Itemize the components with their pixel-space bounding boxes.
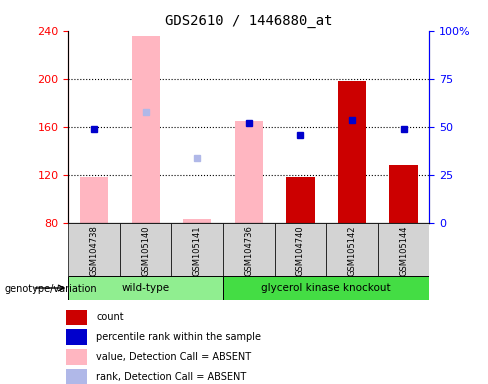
Bar bbox=[286, 177, 315, 223]
Bar bbox=[338, 81, 366, 223]
Bar bbox=[66, 369, 87, 384]
Bar bbox=[66, 310, 87, 325]
Bar bbox=[183, 219, 211, 223]
Text: GSM104736: GSM104736 bbox=[244, 225, 253, 276]
Text: count: count bbox=[96, 312, 123, 322]
Bar bbox=[132, 36, 160, 223]
Bar bbox=[66, 329, 87, 345]
Text: percentile rank within the sample: percentile rank within the sample bbox=[96, 332, 261, 342]
Text: GSM105142: GSM105142 bbox=[347, 225, 357, 276]
Bar bbox=[66, 349, 87, 365]
Text: GSM104738: GSM104738 bbox=[90, 225, 99, 276]
Text: GSM104740: GSM104740 bbox=[296, 225, 305, 276]
Bar bbox=[68, 223, 120, 276]
Text: GSM105141: GSM105141 bbox=[193, 225, 202, 276]
Bar bbox=[389, 165, 418, 223]
Text: rank, Detection Call = ABSENT: rank, Detection Call = ABSENT bbox=[96, 372, 246, 382]
Title: GDS2610 / 1446880_at: GDS2610 / 1446880_at bbox=[165, 14, 333, 28]
Bar bbox=[120, 223, 171, 276]
Bar bbox=[171, 223, 223, 276]
Bar bbox=[223, 276, 429, 300]
Text: genotype/variation: genotype/variation bbox=[5, 284, 98, 294]
Text: GSM105140: GSM105140 bbox=[141, 225, 150, 276]
Bar bbox=[235, 121, 263, 223]
Text: value, Detection Call = ABSENT: value, Detection Call = ABSENT bbox=[96, 352, 251, 362]
Text: glycerol kinase knockout: glycerol kinase knockout bbox=[262, 283, 391, 293]
Bar bbox=[80, 177, 108, 223]
Bar bbox=[275, 223, 326, 276]
Bar bbox=[223, 223, 275, 276]
Text: wild-type: wild-type bbox=[122, 283, 170, 293]
Bar bbox=[326, 223, 378, 276]
Bar bbox=[378, 223, 429, 276]
Bar bbox=[68, 276, 223, 300]
Text: GSM105144: GSM105144 bbox=[399, 225, 408, 276]
